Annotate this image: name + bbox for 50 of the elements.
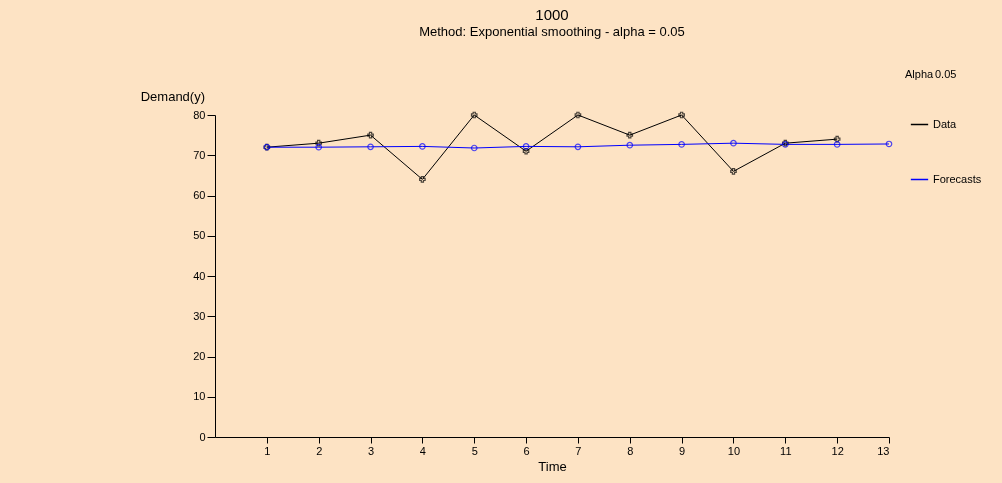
point <box>367 131 374 139</box>
point <box>626 141 634 149</box>
legend-label: Data <box>933 117 958 130</box>
point <box>522 147 530 155</box>
y-tick-label: 20 <box>193 350 206 362</box>
point <box>470 111 478 119</box>
x-tick-label: 3 <box>367 444 375 457</box>
x-tick-label: 7 <box>575 444 582 457</box>
y-axis-title: Demand(y) <box>140 89 205 104</box>
chart-title: 1000 <box>535 6 569 23</box>
point <box>678 141 685 148</box>
x-tick-label: 2 <box>316 444 323 457</box>
x-tick-label: 1 <box>264 444 271 457</box>
text: 0.05 <box>935 68 957 80</box>
y-tick-label: 60 <box>193 189 206 201</box>
point <box>730 139 737 147</box>
y-tick-label: 0 <box>199 430 206 443</box>
y-tick-label: 30 <box>193 309 206 322</box>
point <box>367 143 374 151</box>
chart-subtitle: Method: Exponential smoothing - alpha = 0.05 <box>419 24 685 39</box>
x-tick-label: 4 <box>419 444 426 457</box>
point <box>522 143 530 150</box>
y-tick-label: 40 <box>193 269 206 282</box>
x-tick-label: 11 <box>780 444 792 457</box>
x-axis-title: Time <box>538 458 567 474</box>
x-tick-label: 10 <box>727 444 741 457</box>
y-tick-label: 70 <box>193 148 206 161</box>
point <box>315 143 323 151</box>
point <box>419 176 426 183</box>
y-tick-label: 80 <box>193 108 206 121</box>
point <box>574 111 582 119</box>
y-tick-label: 10 <box>193 390 206 403</box>
x-tick-label: 12 <box>831 444 844 457</box>
point <box>315 139 323 147</box>
point <box>574 143 582 151</box>
y-tick-label: 50 <box>193 229 206 242</box>
point <box>678 111 685 119</box>
point <box>730 168 737 175</box>
point <box>833 141 841 148</box>
point <box>470 144 478 152</box>
text: Alpha <box>905 68 935 80</box>
legend-label: Forecasts <box>933 172 982 185</box>
point <box>626 131 634 139</box>
x-tick-label: 13 <box>877 444 890 457</box>
x-tick-label: 5 <box>471 444 478 457</box>
point <box>419 143 426 150</box>
x-tick-label: 6 <box>523 444 530 457</box>
x-tick-label: 8 <box>627 444 634 457</box>
point <box>833 135 841 143</box>
x-tick-label: 9 <box>679 444 686 457</box>
